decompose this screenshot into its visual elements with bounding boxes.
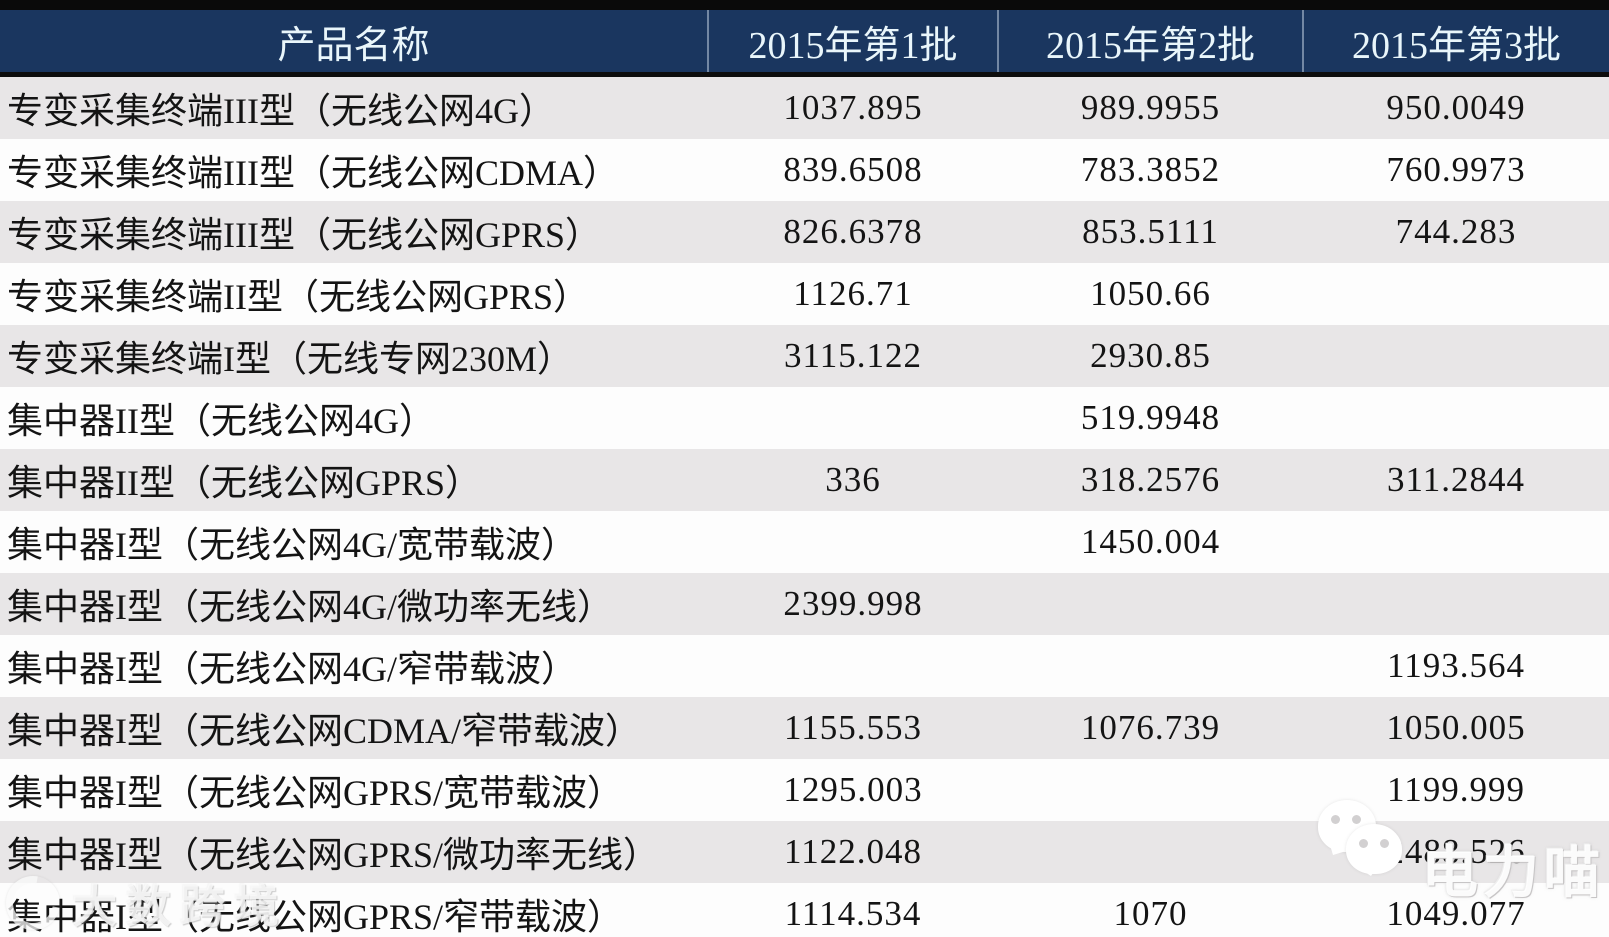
col-header-2015-batch1: 2015年第1批 xyxy=(707,5,998,77)
table-row: 集中器I型（无线公网4G/宽带载波） 1450.004 xyxy=(0,511,1609,573)
batch3-value xyxy=(1303,387,1609,449)
batch1-value xyxy=(708,387,998,449)
batch2-value: 989.9955 xyxy=(1080,88,1221,127)
batch2-value: 1070 xyxy=(1113,894,1188,933)
batch3-value xyxy=(1303,511,1609,573)
product-name: 集中器I型（无线公网4G/微功率无线） xyxy=(7,587,613,627)
product-name: 集中器II型（无线公网4G） xyxy=(7,401,435,441)
product-name: 集中器I型（无线公网4G/宽带载波） xyxy=(7,525,577,565)
batch2-value xyxy=(998,635,1303,697)
product-name: 集中器I型（无线公网GPRS/宽带载波） xyxy=(7,773,624,813)
table-row: 集中器I型（无线公网CDMA/窄带载波） 1155.553 1076.739 1… xyxy=(0,697,1609,759)
batch3-value xyxy=(1303,325,1609,387)
batch1-value: 1295.003 xyxy=(783,770,923,809)
col-header-2015-batch3: 2015年第3批 xyxy=(1302,5,1609,77)
col-header-product-name: 产品名称 xyxy=(0,5,708,77)
batch2-value: 853.5111 xyxy=(1082,212,1219,251)
batch1-value: 1037.895 xyxy=(783,88,923,127)
batch3-value: 1199.999 xyxy=(1387,770,1525,809)
batch2-value: 318.2576 xyxy=(1080,460,1221,499)
batch1-value xyxy=(708,511,998,573)
table-row: 专变采集终端III型（无线公网CDMA） 839.6508 783.3852 7… xyxy=(0,139,1609,201)
batch3-value xyxy=(1303,263,1609,325)
batch1-value: 1114.534 xyxy=(784,894,922,933)
batch2-value: 2930.85 xyxy=(1090,336,1211,375)
product-name: 专变采集终端III型（无线公网4G） xyxy=(7,91,555,131)
batch1-value: 2399.998 xyxy=(783,584,923,623)
product-name: 集中器I型（无线公网GPRS/窄带载波） xyxy=(7,897,624,937)
batch3-value: 1193.564 xyxy=(1387,646,1525,685)
batch3-value: 1050.005 xyxy=(1386,708,1526,747)
table-row: 集中器I型（无线公网GPRS/宽带载波） 1295.003 1199.999 xyxy=(0,759,1609,821)
batch1-value: 1122.048 xyxy=(784,832,922,871)
header-row: 产品名称 2015年第1批 2015年第2批 2015年第3批 xyxy=(0,5,1609,77)
batch1-value: 1155.553 xyxy=(784,708,922,747)
batch3-value: 311.2844 xyxy=(1387,460,1525,499)
batch2-value: 1050.66 xyxy=(1090,274,1211,313)
batch3-value xyxy=(1303,573,1609,635)
table-row: 专变采集终端II型（无线公网GPRS） 1126.71 1050.66 xyxy=(0,263,1609,325)
product-name: 集中器I型（无线公网CDMA/窄带载波） xyxy=(7,711,642,751)
batch2-value xyxy=(998,573,1303,635)
table-row: 集中器I型（无线公网4G/窄带载波） 1193.564 xyxy=(0,635,1609,697)
product-name: 专变采集终端III型（无线公网CDMA） xyxy=(7,153,619,193)
product-name: 集中器II型（无线公网GPRS） xyxy=(7,463,482,503)
batch3-value: 744.283 xyxy=(1395,212,1517,251)
col-header-2015-batch2: 2015年第2批 xyxy=(997,5,1303,77)
batch2-value xyxy=(998,821,1303,883)
batch3-value: 1049.077 xyxy=(1386,894,1526,933)
batch1-value: 1126.71 xyxy=(793,274,913,313)
table-row: 专变采集终端I型（无线专网230M） 3115.122 2930.85 xyxy=(0,325,1609,387)
batch1-value: 3115.122 xyxy=(784,336,922,375)
table-row: 专变采集终端III型（无线公网4G） 1037.895 989.9955 950… xyxy=(0,74,1609,139)
table-row: 集中器I型（无线公网4G/微功率无线） 2399.998 xyxy=(0,573,1609,635)
table-row: 集中器II型（无线公网4G） 519.9948 xyxy=(0,387,1609,449)
batch1-value: 839.6508 xyxy=(783,150,923,189)
batch2-value xyxy=(998,759,1303,821)
batch1-value: 826.6378 xyxy=(783,212,923,251)
batch3-value: 950.0049 xyxy=(1386,88,1526,127)
batch3-value: 760.9973 xyxy=(1386,150,1526,189)
product-name: 集中器I型（无线公网4G/窄带载波） xyxy=(7,649,577,689)
product-name: 专变采集终端III型（无线公网GPRS） xyxy=(7,215,602,255)
product-name: 集中器I型（无线公网GPRS/微功率无线） xyxy=(7,835,660,875)
table-row: 集中器I型（无线公网GPRS/微功率无线） 1122.048 2488.526 xyxy=(0,821,1609,883)
batch2-value: 783.3852 xyxy=(1080,150,1221,189)
product-name: 专变采集终端II型（无线公网GPRS） xyxy=(7,277,590,317)
batch2-value: 1450.004 xyxy=(1080,522,1221,561)
table-row: 集中器I型（无线公网GPRS/窄带载波） 1114.534 1070 1049.… xyxy=(0,883,1609,937)
product-name: 专变采集终端I型（无线专网230M） xyxy=(7,339,573,379)
batch2-value: 1076.739 xyxy=(1080,708,1221,747)
table-row: 集中器II型（无线公网GPRS） 336 318.2576 311.2844 xyxy=(0,449,1609,511)
batch3-value: 2488.526 xyxy=(1386,832,1526,871)
batch2-value: 519.9948 xyxy=(1080,398,1221,437)
table-row: 专变采集终端III型（无线公网GPRS） 826.6378 853.5111 7… xyxy=(0,201,1609,263)
batch1-value: 336 xyxy=(825,460,881,499)
batch1-value xyxy=(708,635,998,697)
